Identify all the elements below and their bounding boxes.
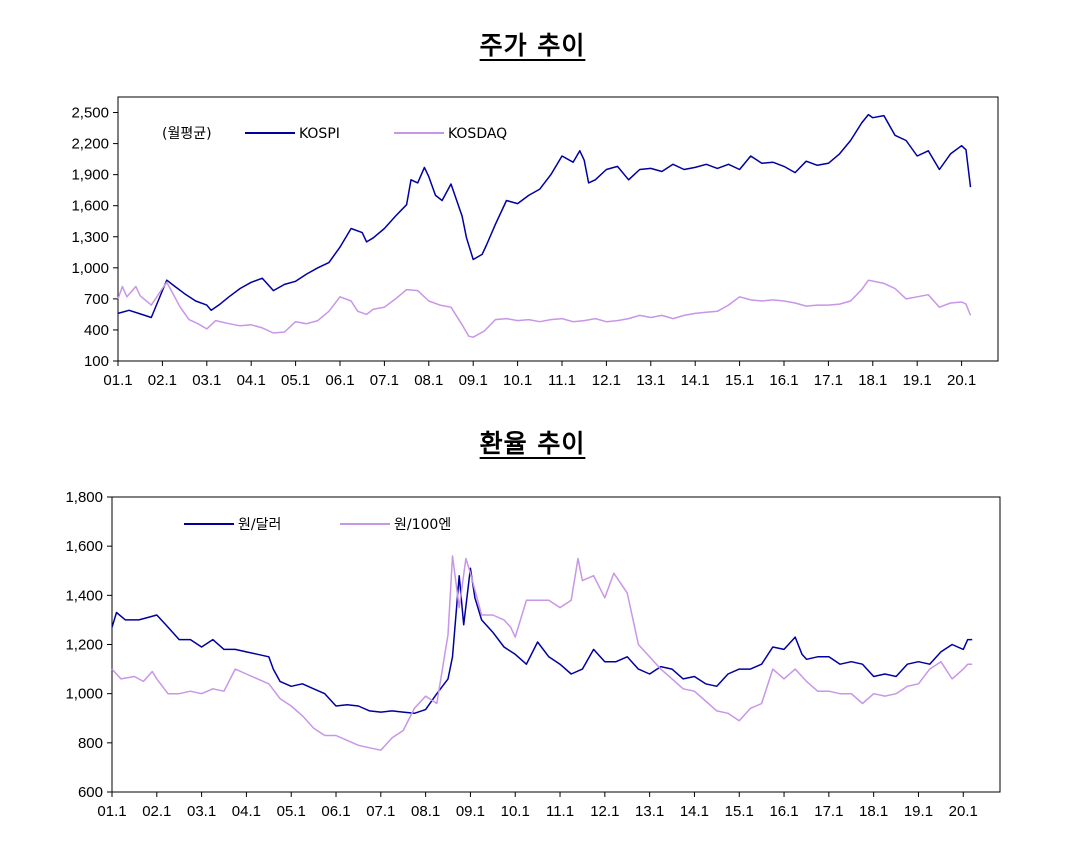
fx-x-tick-label: 13.1 <box>635 803 664 820</box>
fx-x-tick-label: 03.1 <box>187 803 216 820</box>
stock-x-tick-label: 14.1 <box>681 372 710 389</box>
fx-y-tick-label: 1,400 <box>65 587 103 604</box>
fx-x-tick-label: 15.1 <box>725 803 754 820</box>
stock-y-tick-label: 2,500 <box>71 105 109 122</box>
stock-x-tick-label: 01.1 <box>103 372 132 389</box>
fx-y-tick-label: 1,600 <box>65 538 103 555</box>
fx-series-line-0 <box>111 567 973 715</box>
fx-x-tick-label: 06.1 <box>321 803 350 820</box>
stock-y-tick-label: 100 <box>84 353 109 370</box>
stock-legend-label-1: KOSDAQ <box>448 126 507 142</box>
stock-legend-label-0: KOSPI <box>299 126 340 142</box>
fx-y-tick-label: 1,200 <box>65 637 103 654</box>
stock-x-tick-label: 10.1 <box>503 372 532 389</box>
stock-x-tick-label: 19.1 <box>903 372 932 389</box>
stock-x-tick-label: 20.1 <box>947 372 976 389</box>
stock-note: (월평균) <box>162 126 212 142</box>
stock-series-line-0 <box>117 113 972 319</box>
fx-x-tick-label: 01.1 <box>97 803 126 820</box>
stock-chart-title: 주가 추이 <box>479 31 586 60</box>
fx-series-line-1 <box>111 555 973 751</box>
fx-x-tick-label: 20.1 <box>949 803 978 820</box>
stock-x-tick-label: 16.1 <box>769 372 798 389</box>
stock-x-tick-label: 12.1 <box>592 372 621 389</box>
stock-y-tick-label: 400 <box>84 322 109 339</box>
fx-y-tick-label: 1,800 <box>65 489 103 506</box>
stock-chart: 2,500 2,200 1,900 1,600 1,300 1,000 700 400 100 0… <box>71 96 999 389</box>
stock-x-tick-label: 18.1 <box>858 372 887 389</box>
fx-x-tick-label: 19.1 <box>904 803 933 820</box>
stock-x-tick-label: 11.1 <box>548 372 576 389</box>
stock-x-tick-label: 04.1 <box>237 372 266 389</box>
stock-x-tick-label: 02.1 <box>148 372 177 389</box>
fx-x-tick-label: 18.1 <box>859 803 888 820</box>
stock-x-tick-label: 08.1 <box>414 372 443 389</box>
stock-x-tick-label: 06.1 <box>325 372 354 389</box>
fx-x-tick-label: 04.1 <box>232 803 261 820</box>
stock-plot-frame <box>117 96 999 362</box>
stock-y-tick-label: 1,000 <box>71 260 109 277</box>
fx-y-tick-label: 800 <box>78 735 103 752</box>
stock-x-tick-label: 17.1 <box>814 372 843 389</box>
fx-legend-label-1: 원/100엔 <box>394 517 451 533</box>
fx-x-tick-label: 09.1 <box>456 803 485 820</box>
fx-chart-title: 환율 추이 <box>479 429 586 458</box>
fx-x-tick-label: 05.1 <box>277 803 306 820</box>
fx-plot-frame <box>111 496 1001 793</box>
stock-x-tick-label: 15.1 <box>725 372 754 389</box>
fx-x-tick-label: 10.1 <box>501 803 530 820</box>
stock-y-tick-label: 1,900 <box>71 167 109 184</box>
fx-y-tick-label: 1,000 <box>65 686 103 703</box>
stock-y-tick-label: 2,200 <box>71 136 109 153</box>
fx-x-tick-label: 14.1 <box>680 803 709 820</box>
fx-x-tick-label: 07.1 <box>366 803 395 820</box>
fx-x-tick-label: 08.1 <box>411 803 440 820</box>
fx-x-tick-label: 16.1 <box>769 803 798 820</box>
stock-y-tick-label: 1,300 <box>71 229 109 246</box>
fx-x-tick-label: 12.1 <box>590 803 619 820</box>
stock-x-tick-label: 05.1 <box>281 372 310 389</box>
stock-x-tick-label: 09.1 <box>459 372 488 389</box>
stock-x-tick-label: 13.1 <box>636 372 665 389</box>
fx-legend-label-0: 원/달러 <box>238 517 281 533</box>
stock-y-tick-label: 700 <box>84 291 109 308</box>
stock-y-tick-label: 1,600 <box>71 198 109 215</box>
fx-x-tick-label: 11.1 <box>546 803 574 820</box>
fx-y-tick-label: 600 <box>78 784 103 801</box>
fx-x-tick-label: 02.1 <box>142 803 171 820</box>
stock-x-tick-label: 07.1 <box>370 372 399 389</box>
stock-series-line-1 <box>117 279 972 338</box>
fx-x-tick-label: 17.1 <box>814 803 843 820</box>
stock-x-tick-label: 03.1 <box>192 372 221 389</box>
